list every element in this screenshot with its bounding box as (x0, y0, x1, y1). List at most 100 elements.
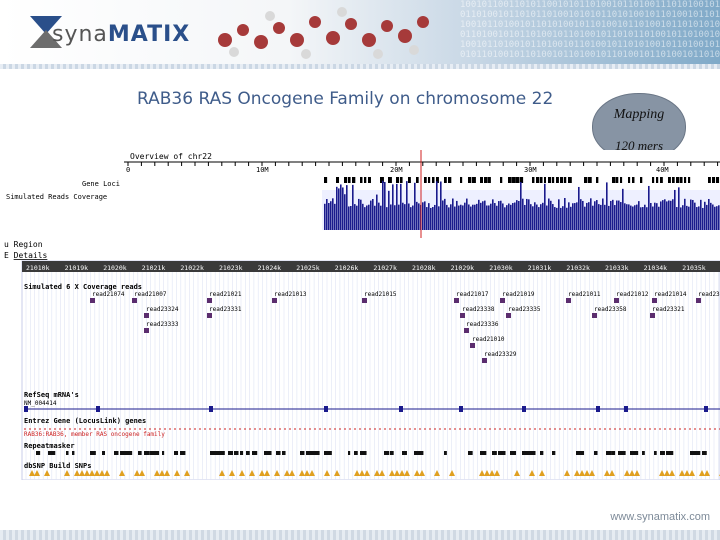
read-marker (464, 328, 469, 333)
read-label: read23321 (652, 306, 685, 313)
details-label: Details (14, 251, 48, 260)
read-feature[interactable]: read23338 (460, 306, 495, 318)
read-feature[interactable]: read23329 (482, 351, 517, 363)
details-link[interactable]: E Details (4, 251, 48, 260)
exon-block[interactable] (399, 406, 403, 412)
footer-band (0, 530, 720, 540)
read-marker (144, 328, 149, 333)
header-divider-band (0, 64, 720, 69)
read-feature[interactable]: read23335 (506, 306, 541, 318)
overview-tick-4: 40M (656, 166, 669, 174)
read-label: read23329 (484, 351, 517, 358)
read-label: read23336 (466, 321, 499, 328)
read-marker (506, 313, 511, 318)
refseq-track (24, 406, 708, 412)
read-feature[interactable]: read23333 (144, 321, 179, 333)
read-marker (696, 298, 701, 303)
read-feature[interactable]: read21015 (362, 291, 397, 303)
read-feature[interactable]: read21074 (90, 291, 125, 303)
read-label: read23320 (698, 291, 720, 298)
overview-ruler (127, 162, 719, 166)
reads-track-label: Simulated 6 X Coverage reads (24, 283, 142, 291)
position-label: 21022k (180, 264, 204, 272)
position-label: 21035k (682, 264, 706, 272)
logo-accent: MATIX (107, 22, 191, 47)
read-label: read21074 (92, 291, 125, 298)
read-marker (652, 298, 657, 303)
read-label: read21015 (364, 291, 397, 298)
exon-block[interactable] (596, 406, 600, 412)
overview-tick-0: 0 (126, 166, 130, 174)
exon-block[interactable] (459, 406, 463, 412)
coverage-histogram (324, 180, 720, 230)
refseq-accession[interactable]: NM_004414 (24, 400, 57, 407)
synamatix-logo[interactable] (26, 10, 186, 56)
entrez-track-label: Entrez Gene (LocusLink) genes (24, 417, 146, 425)
read-feature[interactable]: read21012 (614, 291, 649, 303)
read-feature[interactable]: read21017 (454, 291, 489, 303)
read-feature[interactable]: read21007 (132, 291, 167, 303)
logo-prefix: syna (52, 22, 108, 47)
molecule-graphic (218, 7, 429, 59)
repeatmasker-track (36, 451, 707, 455)
region-label: Region (14, 240, 43, 249)
gene-loci-track (324, 177, 720, 183)
read-feature[interactable]: read21011 (566, 291, 601, 303)
position-label: 21023k (219, 264, 243, 272)
read-feature[interactable]: read21013 (272, 291, 307, 303)
read-marker (144, 313, 149, 318)
read-marker (592, 313, 597, 318)
reads-track: read21074 read21007 read21021 read21013 read… (90, 291, 720, 363)
slide-title: RAB36 RAS Oncogene Family on chromosome … (137, 89, 554, 109)
read-marker (614, 298, 619, 303)
synamatix-logo-icon (30, 16, 62, 48)
read-feature[interactable]: read23336 (464, 321, 499, 333)
mapping-badge: Mapping 120 mers (592, 93, 686, 161)
overview-tick-1: 10M (256, 166, 269, 174)
footer-url[interactable]: www.synamatix.com (610, 511, 710, 523)
read-feature[interactable]: read21019 (500, 291, 535, 303)
read-label: read23358 (594, 306, 627, 313)
read-label: read23335 (508, 306, 541, 313)
read-label: read23338 (462, 306, 495, 313)
read-marker (482, 358, 487, 363)
read-label: read23333 (146, 321, 179, 328)
read-marker (566, 298, 571, 303)
exon-block[interactable] (522, 406, 526, 412)
position-label: 21020k (103, 264, 127, 272)
badge-line-2: 120 mers (614, 138, 664, 153)
read-label: read23324 (146, 306, 179, 313)
exon-block[interactable] (96, 406, 100, 412)
read-label: read21011 (568, 291, 601, 298)
read-label: read21012 (616, 291, 649, 298)
read-label: read21014 (654, 291, 687, 298)
exon-block[interactable] (624, 406, 628, 412)
read-marker (207, 313, 212, 318)
exon-block[interactable] (209, 406, 213, 412)
read-feature[interactable]: read23320 (696, 291, 720, 303)
header-banner: 1001011001101011001010110100101101001110… (0, 0, 720, 66)
read-feature[interactable]: read21021 (207, 291, 242, 303)
entrez-gene-text[interactable]: RAB36:RAB36, member RAS oncogene family (24, 431, 165, 438)
read-feature[interactable]: read21010 (470, 336, 505, 348)
read-feature[interactable]: read23331 (207, 306, 242, 318)
read-feature[interactable]: read23321 (650, 306, 685, 318)
exon-block[interactable] (324, 406, 328, 412)
read-label: read21017 (456, 291, 489, 298)
position-label: 21027k (373, 264, 397, 272)
overview-title: Overview of chr22 (130, 152, 212, 161)
read-label: read21013 (274, 291, 307, 298)
exon-block[interactable] (704, 406, 708, 412)
genome-browser-canvas: Overview of chr22 0 10M 20M 30M 40M Gene… (4, 150, 720, 480)
read-feature[interactable]: read23358 (592, 306, 627, 318)
read-feature[interactable]: read23324 (144, 306, 179, 318)
read-marker (470, 343, 475, 348)
read-label: read21021 (209, 291, 242, 298)
detail-grid (25, 272, 719, 480)
position-label: 21010k (26, 264, 50, 272)
genome-browser: Overview of chr22 0 10M 20M 30M 40M Gene… (4, 150, 720, 480)
region-link[interactable]: u Region (4, 240, 43, 249)
read-marker (132, 298, 137, 303)
exon-block[interactable] (24, 406, 28, 412)
read-feature[interactable]: read21014 (652, 291, 687, 303)
